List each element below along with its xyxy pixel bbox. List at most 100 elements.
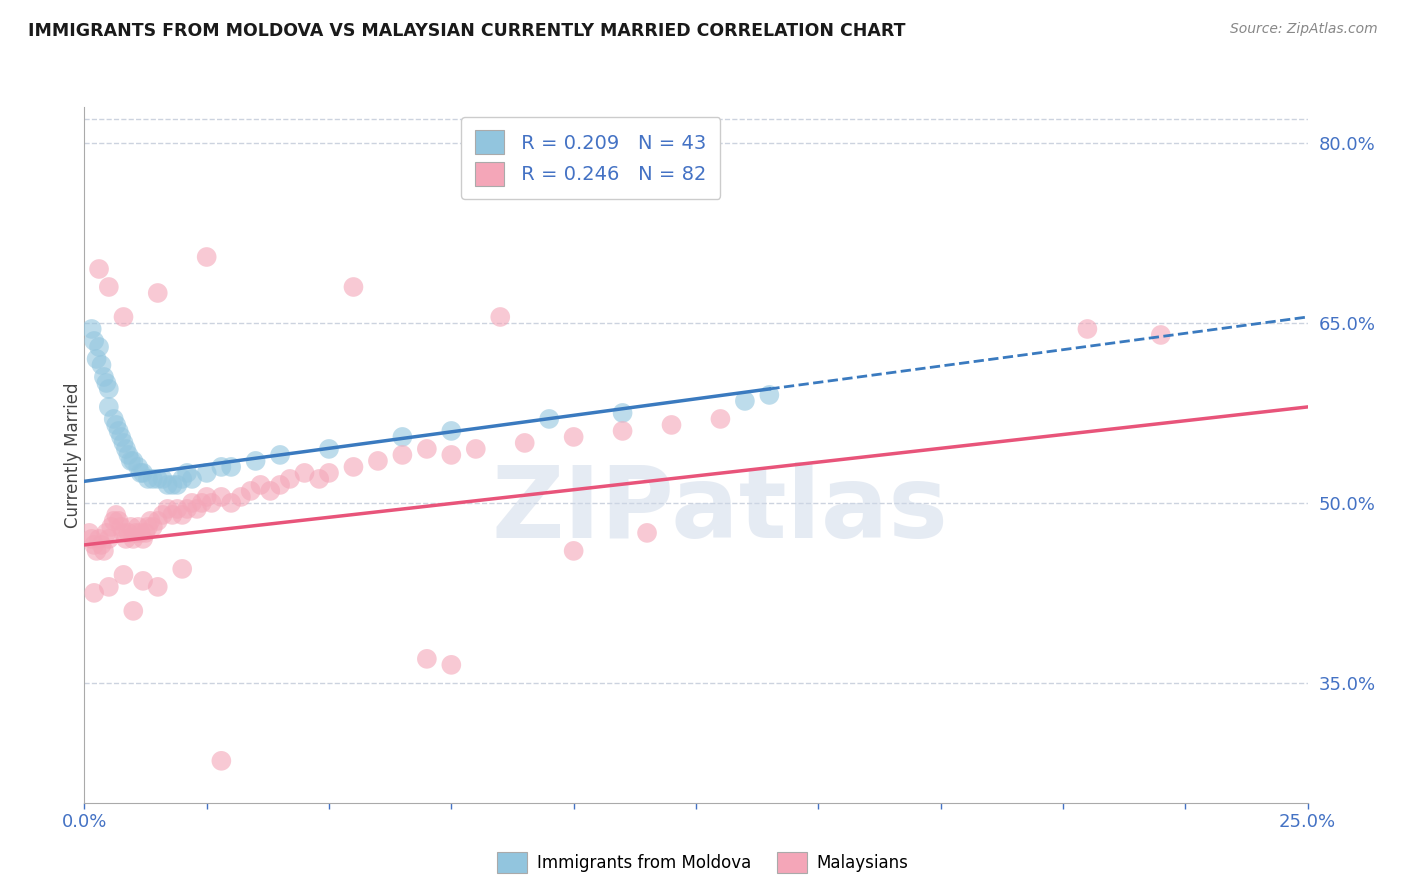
- Point: [93, 370, 115, 384]
- Point: [195, 250, 218, 264]
- Point: [110, 430, 132, 444]
- Point: [142, 520, 165, 534]
- Point: [83, 586, 105, 600]
- Point: [90, 538, 112, 552]
- Point: [195, 466, 218, 480]
- Point: [367, 454, 389, 468]
- Point: [209, 754, 232, 768]
- Point: [294, 466, 316, 480]
- Point: [318, 442, 340, 456]
- Point: [209, 490, 232, 504]
- Point: [112, 436, 135, 450]
- Point: [142, 472, 165, 486]
- Legend:  R = 0.209   N = 43,  R = 0.246   N = 82: R = 0.209 N = 43, R = 0.246 N = 82: [461, 117, 720, 199]
- Point: [86, 351, 108, 366]
- Point: [122, 532, 145, 546]
- Point: [269, 478, 291, 492]
- Point: [117, 448, 139, 462]
- Point: [112, 525, 135, 540]
- Point: [87, 340, 110, 354]
- Point: [219, 459, 242, 474]
- Point: [342, 459, 364, 474]
- Point: [734, 393, 756, 408]
- Point: [122, 454, 145, 468]
- Point: [90, 358, 112, 372]
- Point: [103, 514, 125, 528]
- Point: [181, 496, 204, 510]
- Text: ZIPatlas: ZIPatlas: [492, 462, 949, 559]
- Point: [152, 508, 174, 522]
- Point: [538, 412, 561, 426]
- Point: [83, 538, 105, 552]
- Point: [209, 459, 232, 474]
- Point: [97, 532, 120, 546]
- Point: [259, 483, 281, 498]
- Point: [245, 454, 267, 468]
- Point: [440, 657, 463, 672]
- Point: [77, 525, 100, 540]
- Point: [96, 376, 118, 390]
- Point: [80, 532, 103, 546]
- Point: [200, 496, 222, 510]
- Point: [97, 280, 120, 294]
- Point: [166, 478, 188, 492]
- Point: [129, 466, 152, 480]
- Point: [156, 502, 179, 516]
- Point: [103, 412, 125, 426]
- Point: [105, 508, 128, 522]
- Point: [97, 400, 120, 414]
- Point: [132, 574, 155, 588]
- Point: [87, 532, 110, 546]
- Point: [166, 502, 188, 516]
- Point: [342, 280, 364, 294]
- Point: [176, 466, 198, 480]
- Point: [562, 544, 585, 558]
- Point: [661, 417, 683, 432]
- Point: [156, 478, 179, 492]
- Point: [1150, 328, 1173, 343]
- Point: [110, 520, 132, 534]
- Point: [758, 388, 780, 402]
- Point: [146, 472, 169, 486]
- Point: [1076, 322, 1098, 336]
- Point: [136, 520, 159, 534]
- Point: [127, 459, 149, 474]
- Point: [146, 514, 169, 528]
- Legend: Immigrants from Moldova, Malaysians: Immigrants from Moldova, Malaysians: [491, 846, 915, 880]
- Point: [152, 472, 174, 486]
- Point: [172, 562, 194, 576]
- Point: [115, 442, 138, 456]
- Point: [186, 502, 208, 516]
- Point: [391, 448, 413, 462]
- Point: [612, 424, 634, 438]
- Point: [709, 412, 731, 426]
- Point: [136, 472, 159, 486]
- Point: [105, 417, 128, 432]
- Point: [489, 310, 512, 324]
- Point: [96, 525, 118, 540]
- Point: [97, 382, 120, 396]
- Point: [80, 322, 103, 336]
- Point: [115, 532, 138, 546]
- Point: [172, 508, 194, 522]
- Point: [562, 430, 585, 444]
- Point: [86, 544, 108, 558]
- Point: [229, 490, 252, 504]
- Point: [269, 448, 291, 462]
- Point: [219, 496, 242, 510]
- Point: [135, 525, 157, 540]
- Point: [112, 567, 135, 582]
- Point: [93, 544, 115, 558]
- Point: [112, 310, 135, 324]
- Point: [440, 448, 463, 462]
- Point: [391, 430, 413, 444]
- Text: IMMIGRANTS FROM MOLDOVA VS MALAYSIAN CURRENTLY MARRIED CORRELATION CHART: IMMIGRANTS FROM MOLDOVA VS MALAYSIAN CUR…: [28, 22, 905, 40]
- Point: [125, 525, 148, 540]
- Point: [172, 472, 194, 486]
- Point: [440, 424, 463, 438]
- Point: [100, 520, 122, 534]
- Point: [195, 490, 218, 504]
- Point: [162, 478, 184, 492]
- Point: [308, 472, 330, 486]
- Point: [146, 580, 169, 594]
